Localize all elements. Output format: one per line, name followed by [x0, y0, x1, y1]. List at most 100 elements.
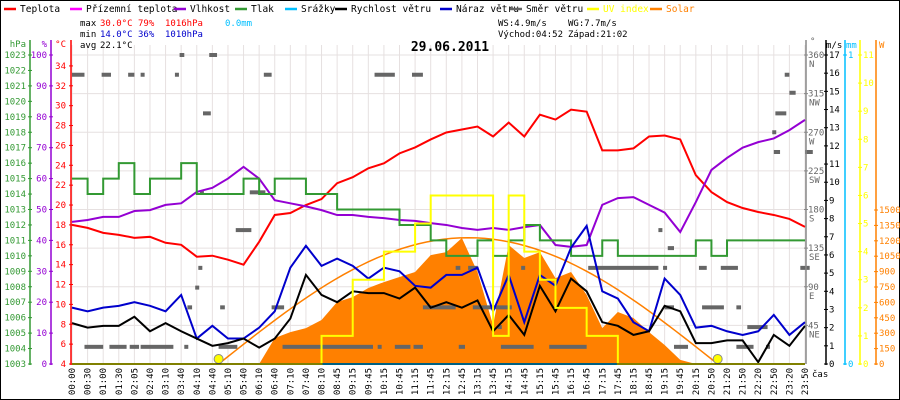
stat-max-label: max [80, 19, 97, 29]
axis-tick-label: 1013 [4, 206, 26, 216]
legend-label: Vlhkost [190, 4, 230, 15]
axis-tick-label: 150 [879, 345, 895, 355]
axis-tick-label: 0 [42, 360, 47, 370]
axis-tick-label: 0 [863, 360, 868, 370]
wind-direction-mark [422, 305, 456, 310]
axis-tick-label: 3 [829, 305, 834, 315]
rain-axis-unit: mm [846, 41, 857, 51]
wind-direction-mark [468, 265, 478, 270]
wind-direction-mark [195, 285, 200, 290]
axis-tick-label: 1 [848, 51, 853, 61]
axis-tick-label: 17 [829, 51, 840, 61]
axis-tick-label: 1050 [879, 252, 900, 262]
x-tick-label: 11:15 [411, 368, 421, 395]
x-tick-label: 15:45 [551, 368, 561, 395]
axis-tick-label: 315 [808, 90, 824, 100]
wind-direction-mark [667, 246, 674, 251]
axis-tick-label: 24 [55, 161, 66, 171]
axis-tick-label: 50 [36, 206, 47, 216]
axis-tick-label: 1021 [4, 82, 26, 92]
axis-tick-label: 180 [808, 206, 824, 216]
axis-tick-label: 1008 [4, 283, 26, 293]
wind-direction-mark [140, 344, 174, 349]
axis-tick-label: 1016 [4, 159, 26, 169]
stat-wind-speed: WS:4.9m/s [498, 19, 547, 29]
axis-tick-label: 1005 [4, 329, 26, 339]
legend-label: Přízemní teplota [86, 4, 178, 15]
x-tick-label: 09:15 [349, 368, 359, 395]
axis-tick-label: 750 [879, 283, 895, 293]
axis-tick-label: 16 [829, 69, 840, 79]
stat-rain: 0.0mm [225, 19, 252, 29]
x-tick-label: 03:10 [162, 368, 172, 395]
axis-tick-label: 5 [829, 269, 834, 279]
x-tick-label: 23:50 [801, 368, 811, 395]
x-tick-label: 04:40 [208, 368, 218, 395]
wind-direction-mark [772, 130, 777, 135]
stat-wind-gust: WG:7.7m/s [568, 19, 617, 29]
legend: Teplota Přízemní teplota Vlhkost Tlak Srážky… [4, 4, 695, 15]
x-tick-label: 02:05 [130, 368, 140, 395]
axis-tick-label: 6 [829, 251, 834, 261]
axis-tick-label: 8 [863, 135, 868, 145]
x-tick-label: 08:10 [318, 368, 328, 395]
axis-tick-label: 34 [55, 62, 66, 72]
x-tick-label: 14:45 [520, 368, 530, 395]
axis-tick-label: 2 [829, 324, 834, 334]
direction-axis-unit: ° [810, 37, 815, 47]
wind-direction-mark [458, 344, 466, 349]
axis-tick-label: 10 [863, 79, 874, 89]
wind-direction-mark [497, 325, 502, 330]
x-tick-label: 13:45 [489, 368, 499, 395]
axis-tick-label: 70 [36, 144, 47, 154]
compass-label: NW [809, 99, 820, 109]
compass-label: E [809, 292, 814, 302]
wind-direction-mark [698, 265, 707, 270]
stat-max-pressure: 1016hPa [165, 19, 203, 29]
axes: hPa1003100410051006100710081009101010111… [4, 37, 900, 395]
legend-label: Tlak [251, 4, 274, 15]
wind-direction-mark [663, 265, 668, 270]
axis-tick-label: 90 [36, 82, 47, 92]
axis-tick-label: 100 [31, 51, 47, 61]
axis-tick-label: 14 [55, 261, 66, 271]
axis-tick-label: 3 [863, 276, 868, 286]
compass-label: NE [809, 330, 820, 340]
wind-direction-mark [747, 325, 768, 330]
axis-tick-label: 1010 [4, 252, 26, 262]
axis-tick-label: 18 [55, 221, 66, 231]
axis-tick-label: 4 [61, 360, 66, 370]
axis-tick-label: 300 [879, 329, 895, 339]
x-tick-label: 07:10 [286, 368, 296, 395]
legend-label: Solar [666, 4, 695, 15]
axis-tick-label: 9 [829, 196, 834, 206]
x-tick-label: 19:15 [661, 368, 671, 395]
wind-direction-mark [249, 190, 266, 195]
axis-tick-label: 80 [36, 113, 47, 123]
compass-label: N [809, 60, 814, 70]
solar-area [72, 238, 805, 364]
wind-direction-mark [784, 72, 790, 77]
axis-tick-label: 450 [879, 314, 895, 324]
axis-tick-label: 1017 [4, 144, 26, 154]
compass-label: S [809, 215, 814, 225]
axis-tick-label: 1020 [4, 97, 26, 107]
axis-tick-label: 135 [808, 244, 824, 254]
axis-tick-label: 32 [55, 82, 66, 92]
wind-direction-mark [140, 72, 145, 77]
wind-direction-mark [413, 344, 423, 349]
stats: max 30.0°C 79% 1016hPa 0.0mm min 14.0°C … [80, 19, 628, 51]
x-tick-label: 20:50 [707, 368, 717, 395]
x-tick-label: 10:45 [396, 368, 406, 395]
axis-tick-label: 10 [36, 329, 47, 339]
axis-tick-label: 4 [829, 287, 834, 297]
wind-direction-mark [800, 265, 810, 270]
wind-direction-mark [394, 344, 411, 349]
axis-tick-label: 10 [829, 178, 840, 188]
axis-tick-label: 8 [829, 215, 834, 225]
wind-direction-mark [220, 305, 225, 310]
x-tick-label: 03:40 [177, 368, 187, 395]
x-tick-label: 15:15 [536, 368, 546, 395]
x-tick-label: 11:45 [427, 368, 437, 395]
wind-direction-mark [109, 344, 127, 349]
